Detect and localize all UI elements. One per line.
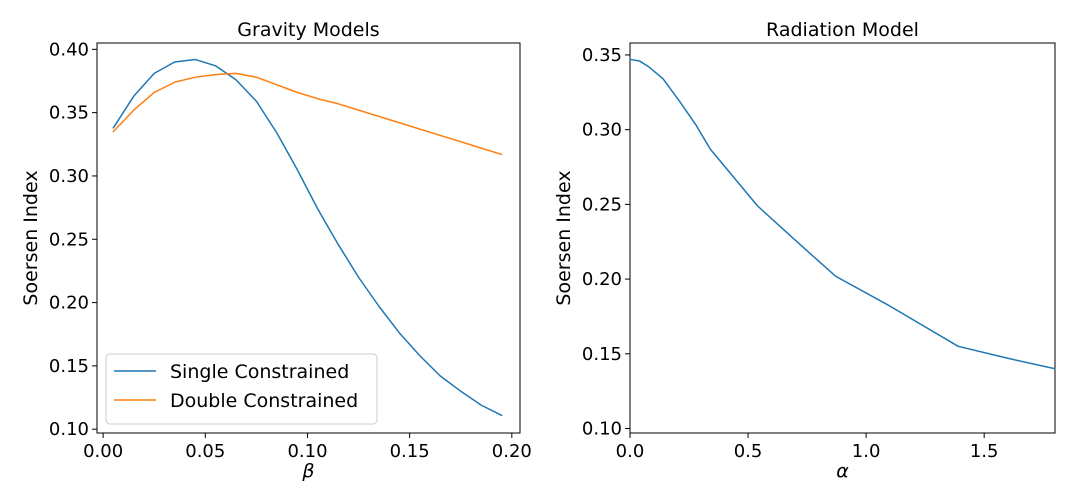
radiation-plot-frame (629, 42, 1056, 434)
gravity-series-lines (112, 58, 503, 417)
radiation-x-tick-label: 1.0 (852, 441, 881, 462)
radiation-chart-title: Radiation Model (766, 19, 919, 41)
gravity-chart-title: Gravity Models (237, 19, 379, 41)
legend-box (105, 353, 378, 425)
gravity-x-tick-label: 0.10 (287, 441, 327, 462)
radiation-series-lines (629, 58, 1056, 370)
gravity-x-tick-label: 0.15 (390, 441, 430, 462)
gravity-x-tick-label: 0.00 (83, 441, 123, 462)
gravity-axis-ticks: 0.00 0.05 0.10 0.15 0.20 0.10 0.15 0.20 0.25 0.30… (49, 39, 532, 462)
radiation-y-tick-label: 0.30 (582, 120, 622, 141)
radiation-y-tick-label: 0.15 (582, 344, 622, 365)
legend-label-double-constrained: Double Constrained (170, 390, 358, 412)
radiation-y-tick-label: 0.20 (582, 269, 622, 290)
gravity-y-axis-label: Soersen Index (20, 170, 42, 305)
gravity-y-tick-label: 0.20 (49, 293, 89, 314)
gravity-y-tick-label: 0.25 (49, 229, 89, 250)
gravity-models-panel: Gravity Models β Soersen Index 0.00 0.05 0… (20, 19, 532, 482)
gravity-x-tick-label: 0.05 (185, 441, 225, 462)
gravity-line-single-constrained (112, 58, 503, 417)
radiation-x-tick-label: 1.5 (970, 441, 999, 462)
gravity-line-double-constrained (112, 72, 503, 156)
gravity-legend: Single Constrained Double Constrained (105, 353, 378, 425)
gravity-y-tick-label: 0.15 (49, 356, 89, 377)
gravity-x-axis-label: β (301, 460, 314, 482)
radiation-x-tick-label: 0.5 (734, 441, 763, 462)
legend-label-single-constrained: Single Constrained (170, 361, 349, 383)
gravity-y-tick-label: 0.30 (49, 166, 89, 187)
gravity-y-tick-label: 0.10 (49, 419, 89, 440)
radiation-axis-ticks: 0.0 0.5 1.0 1.5 0.10 0.15 0.20 0.25 0.30 0.35 (582, 45, 999, 462)
radiation-line-series-0 (629, 58, 1056, 370)
gravity-x-tick-label: 0.20 (492, 441, 532, 462)
radiation-y-tick-label: 0.10 (582, 419, 622, 440)
gravity-y-tick-label: 0.35 (49, 103, 89, 124)
radiation-y-tick-label: 0.35 (582, 45, 622, 66)
radiation-y-axis-label: Soersen Index (553, 170, 575, 305)
radiation-x-axis-label: α (836, 460, 849, 482)
radiation-y-tick-label: 0.25 (582, 194, 622, 215)
radiation-model-panel: Radiation Model α Soersen Index 0.0 0.5 1.… (553, 19, 1056, 482)
radiation-x-tick-label: 0.0 (616, 441, 645, 462)
gravity-y-tick-label: 0.40 (49, 39, 89, 60)
